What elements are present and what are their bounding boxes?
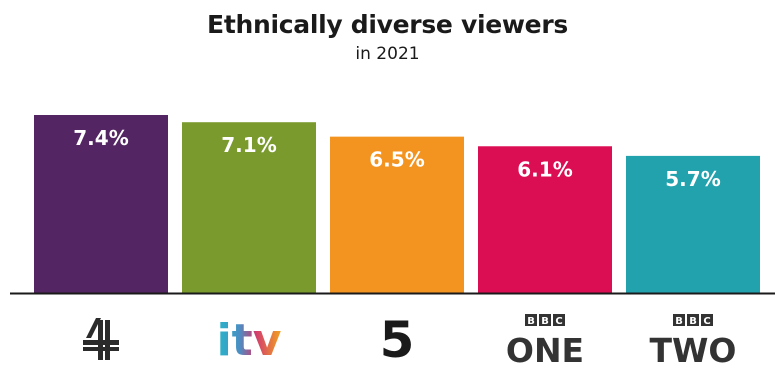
bbc-two-letter-b1: B	[675, 316, 683, 327]
bar-label-bbc-one: 6.1%	[517, 157, 572, 181]
bar-label-bbc-two: 5.7%	[665, 167, 720, 191]
channel-4-icon	[83, 318, 119, 360]
bbc-one-letter-b1: B	[527, 316, 535, 327]
bbc-two-name: TWO	[650, 331, 737, 364]
channel-5-logo: 5	[330, 310, 464, 366]
bbc-two-icon: B B C TWO	[650, 314, 737, 364]
bar-label-channel-5: 6.5%	[369, 148, 424, 172]
itv-logo-text: itv	[217, 315, 282, 361]
bar-bbc-two	[626, 155, 760, 293]
bar-label-itv: 7.1%	[221, 133, 276, 157]
channel-5-icon: 5	[380, 313, 415, 363]
chart-title: Ethnically diverse viewers	[207, 10, 568, 39]
bbc-two-letter-b2: B	[689, 316, 697, 327]
bbc-one-letter-c: C	[555, 316, 562, 327]
itv-icon: itv	[217, 315, 282, 361]
bar-label-channel-4: 7.4%	[73, 126, 128, 150]
bar-channel-5	[330, 136, 464, 293]
channel-4-logo	[34, 310, 168, 366]
bbc-one-logo: B B C ONE	[478, 310, 612, 366]
bar-channel-4	[34, 115, 168, 293]
bbc-one-letter-b2: B	[541, 316, 549, 327]
bar-itv	[182, 122, 316, 293]
bbc-two-letter-c: C	[703, 316, 710, 327]
bbc-one-name: ONE	[506, 331, 584, 364]
bbc-two-logo: B B C TWO	[626, 310, 760, 366]
bbc-one-icon: B B C ONE	[506, 314, 584, 364]
chart-subtitle: in 2021	[355, 44, 420, 64]
itv-logo: itv	[182, 310, 316, 366]
bar-bbc-one	[478, 146, 612, 293]
channel-5-logo-text: 5	[380, 313, 415, 363]
